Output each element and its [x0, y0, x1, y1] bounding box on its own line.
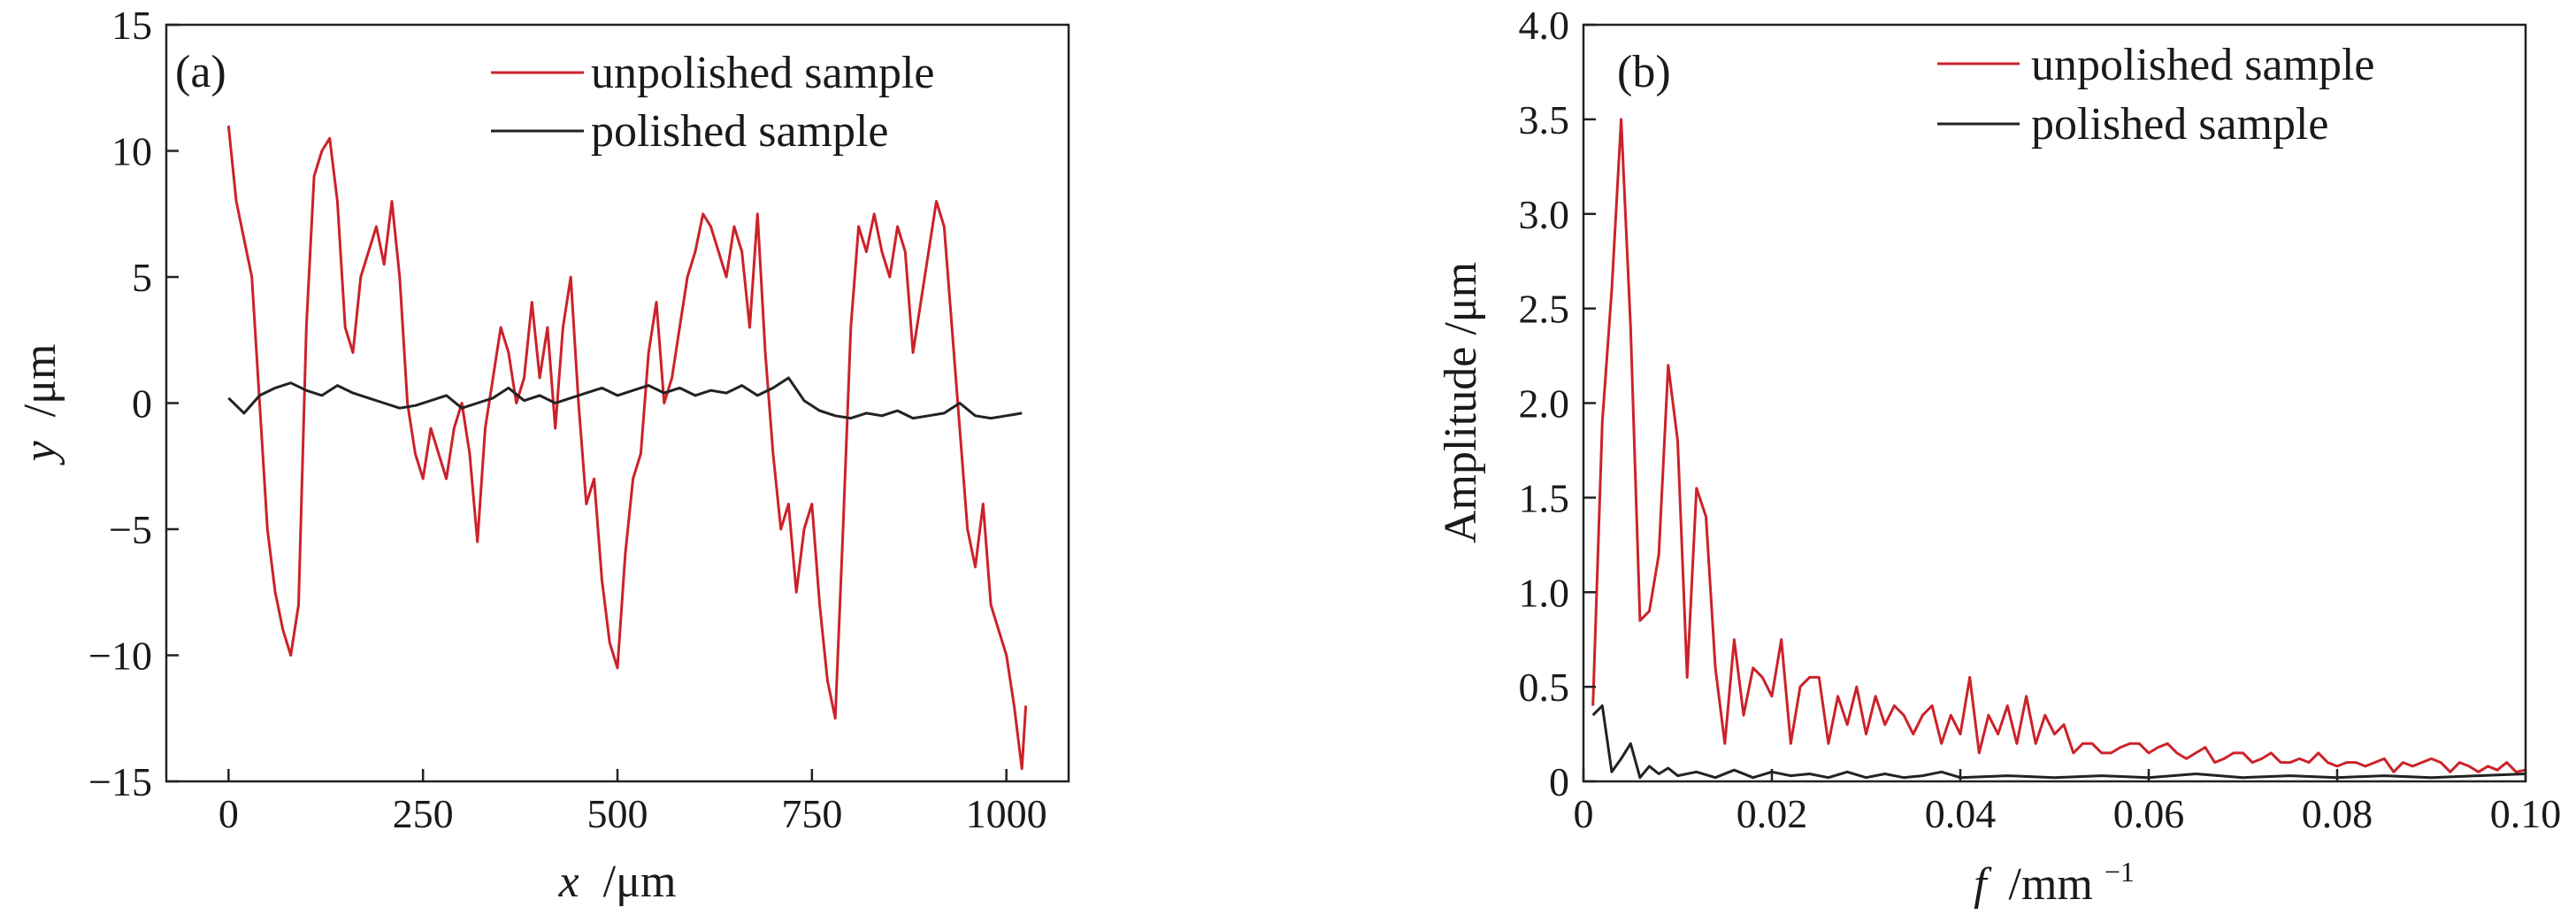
y-tick-label-b-7: 0.5: [1519, 665, 1570, 710]
x-tick-label-b-4: 0.08: [2302, 791, 2373, 836]
panel-a: 0 250 500 750 1000 15 10 5 0 −5 −10 −15 (a) unpoli…: [15, 3, 1070, 907]
legend-b: unpolished sample polished sample: [1937, 40, 2375, 150]
panel-b: 0 0.02 0.04 0.06 0.08 0.10 4.0 3.5 3.0 2.5 2.0 1.5…: [1436, 3, 2561, 910]
y-tick-label-a-3: 0: [132, 381, 152, 427]
legend-label-polished-b: polished sample: [2031, 99, 2329, 150]
y-tick-label-a-4: −5: [109, 507, 152, 552]
x-tick-label-a-0: 0: [218, 791, 239, 836]
series-line-b-polished: [1591, 704, 2526, 780]
y-tick-label-b-8: 0: [1549, 759, 1569, 804]
legend-label-unpolished-a: unpolished sample: [591, 48, 935, 98]
x-tick-label-b-5: 0.10: [2490, 791, 2562, 836]
x-tick-label-a-3: 750: [781, 791, 842, 836]
y-tick-label-b-4: 2.0: [1519, 381, 1570, 427]
y-tick-label-b-3: 2.5: [1519, 287, 1570, 332]
x-axis-label-b: f /mm −1: [1974, 856, 2135, 910]
x-tick-label-b-0: 0: [1574, 791, 1594, 836]
y-tick-label-a-1: 10: [111, 129, 152, 174]
series-line-b-unpolished: [1591, 118, 2526, 773]
y-tick-label-b-0: 4.0: [1519, 3, 1570, 48]
y-tick-label-a-5: −10: [88, 634, 152, 679]
y-ticks-a: 15 10 5 0 −5 −10 −15: [88, 3, 179, 804]
x-tick-label-a-2: 500: [587, 791, 648, 836]
series-group-b: [1591, 118, 2526, 780]
legend-a: unpolished sample polished sample: [491, 48, 935, 157]
x-tick-label-a-1: 250: [393, 791, 454, 836]
y-axis-label-b: Amplitude /μm: [1436, 262, 1486, 543]
panel-label-b: (b): [1617, 47, 1671, 97]
x-tick-label-a-4: 1000: [966, 791, 1047, 836]
legend-label-polished-a: polished sample: [591, 106, 889, 157]
series-line-a-unpolished: [226, 125, 1028, 771]
x-ticks-b: 0 0.02 0.04 0.06 0.08 0.10: [1574, 769, 2562, 836]
y-tick-label-b-1: 3.5: [1519, 97, 1570, 142]
y-tick-label-a-0: 15: [111, 3, 152, 48]
x-tick-label-b-3: 0.06: [2113, 791, 2185, 836]
y-ticks-b: 4.0 3.5 3.0 2.5 2.0 1.5 1.0 0.5 0: [1519, 3, 1596, 804]
y-tick-label-a-2: 5: [132, 255, 152, 300]
legend-label-unpolished-b: unpolished sample: [2031, 40, 2375, 90]
x-ticks-a: 0 250 500 750 1000: [218, 769, 1047, 836]
x-tick-label-b-2: 0.04: [1925, 791, 1997, 836]
x-axis-label-a: x /μm: [558, 857, 677, 907]
series-group-a: [226, 125, 1028, 771]
panel-label-a: (a): [175, 47, 226, 97]
y-axis-label-a: y /μm: [15, 344, 65, 466]
y-tick-label-b-2: 3.0: [1519, 192, 1570, 237]
x-tick-label-b-1: 0.02: [1736, 791, 1808, 836]
y-tick-label-a-6: −15: [88, 759, 152, 804]
series-line-a-polished: [227, 376, 1023, 420]
y-tick-label-b-5: 1.5: [1519, 475, 1570, 520]
y-tick-label-b-6: 1.0: [1519, 570, 1570, 615]
